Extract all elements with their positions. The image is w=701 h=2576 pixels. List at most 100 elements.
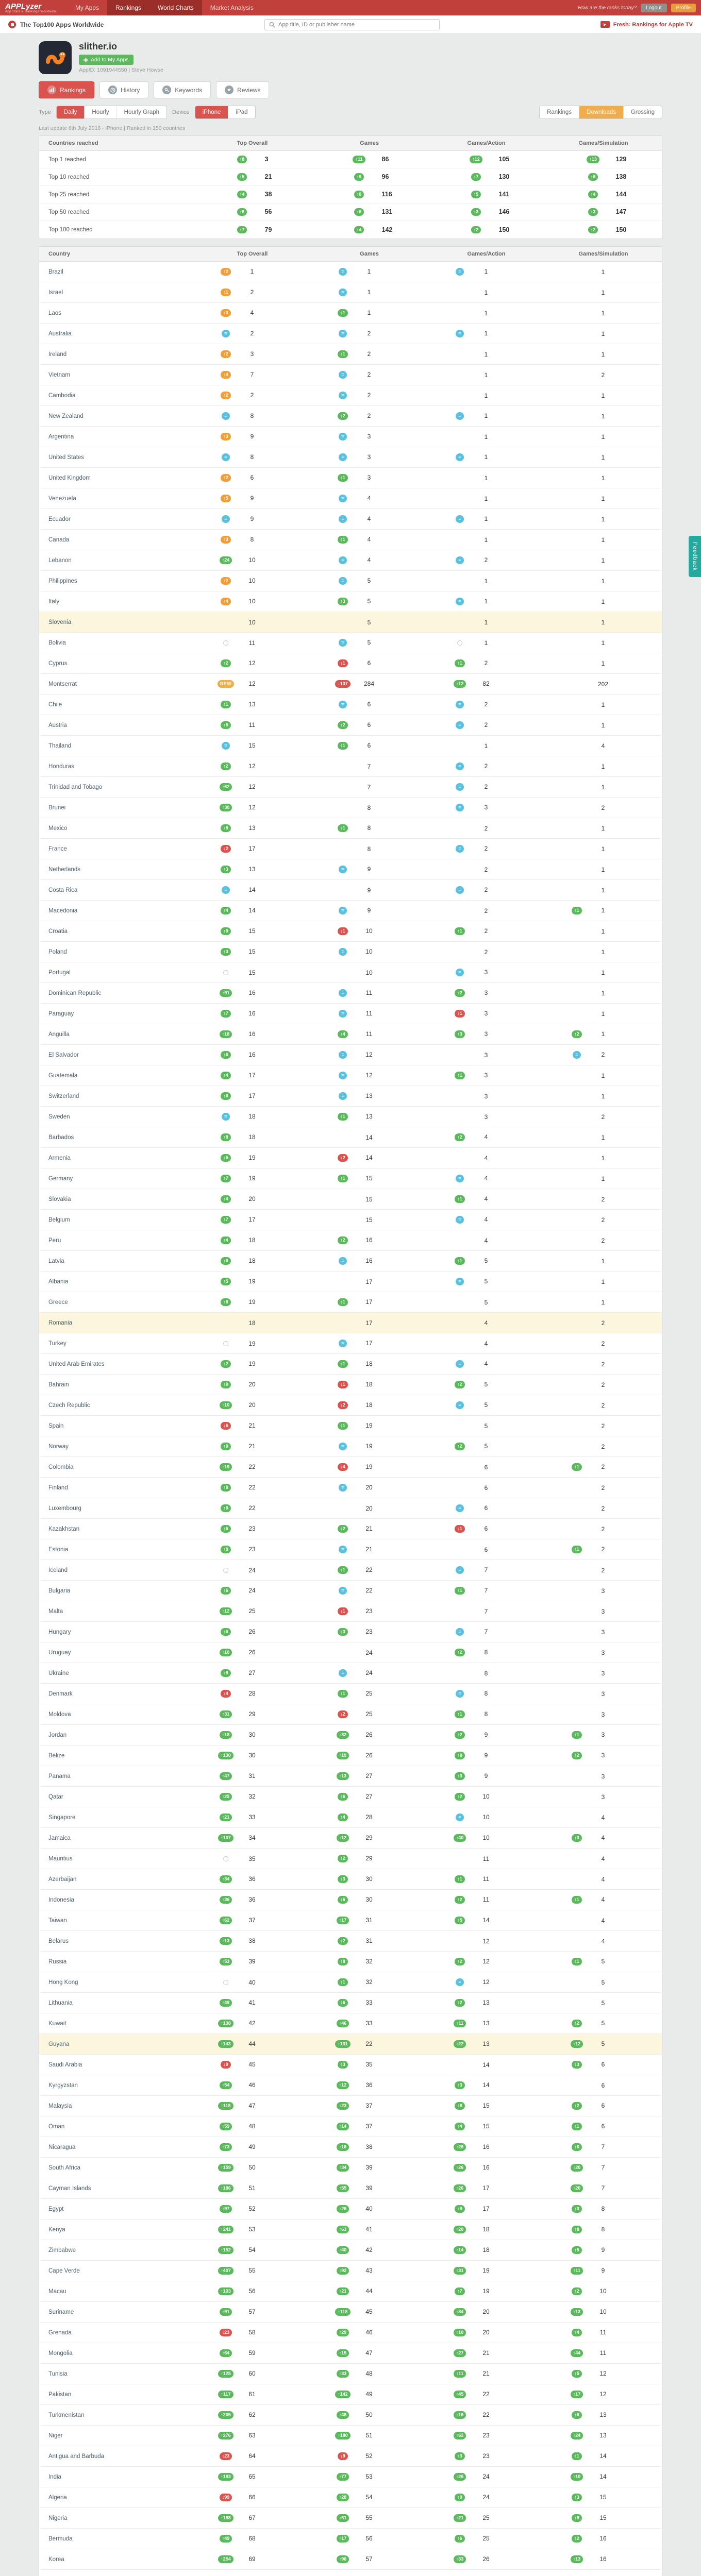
table-row[interactable]: Sweden = 18 ↑1 13 3 2 [39, 1107, 662, 1127]
table-row[interactable]: Qatar ↑25 32 ↑6 27 ↑2 10 3 [39, 1787, 662, 1807]
table-row[interactable]: Dominican Republic ↑91 16 = 11 ↑2 3 1 [39, 983, 662, 1004]
device-iphone-button[interactable]: iPhone [195, 106, 228, 118]
table-row[interactable]: Ireland ↑2 3 ↑1 2 1 1 [39, 344, 662, 365]
table-row[interactable]: Netherlands ↑3 13 = 9 2 1 [39, 859, 662, 880]
table-row[interactable]: Spain ↓6 21 ↑1 19 5 2 [39, 1416, 662, 1436]
table-row[interactable]: Philippines ↑2 10 = 5 1 1 [39, 571, 662, 591]
table-row[interactable]: Portugal 15 10 = 3 1 [39, 962, 662, 983]
table-row[interactable]: Singapore ↑21 33 ↑4 28 = 10 4 [39, 1807, 662, 1828]
table-row[interactable]: United States = 8 = 3 = 1 1 [39, 447, 662, 468]
search-input[interactable] [278, 21, 436, 28]
table-row[interactable]: Venezuela ↑5 9 = 4 1 1 [39, 488, 662, 509]
table-row[interactable]: Cambodia ↑2 2 = 2 1 1 [39, 385, 662, 406]
table-row[interactable]: Moldova ↑31 29 ↓2 25 ↑1 8 3 [39, 1704, 662, 1725]
tab-rankings[interactable]: Rankings [39, 81, 95, 98]
table-row[interactable]: Poland ↑3 15 = 10 2 1 [39, 942, 662, 962]
table-row[interactable]: Cape Verde ↑407 55 ↑92 43 ↑31 19 ↑11 9 [39, 2261, 662, 2281]
table-row[interactable]: Israel ↑1 2 = 1 1 1 [39, 282, 662, 303]
table-row[interactable]: Nigeria ↑188 67 ↑61 55 ↑21 25 ↑8 15 [39, 2508, 662, 2529]
table-row[interactable]: Austria ↑5 11 ↑2 6 = 2 1 [39, 715, 662, 736]
table-row[interactable]: Thailand = 15 ↑1 6 1 4 [39, 736, 662, 756]
table-row[interactable]: Bolivia 11 = 5 1 1 [39, 633, 662, 653]
table-row[interactable]: United Arab Emirates ↑2 19 ↑1 18 = 4 2 [39, 1354, 662, 1375]
add-to-my-apps-button[interactable]: Add to My Apps [79, 55, 133, 65]
table-row[interactable]: Egypt ↑97 52 ↑26 40 ↑9 17 ↑3 8 [39, 2199, 662, 2219]
table-row[interactable]: Iceland 24 ↑1 22 = 7 2 [39, 1560, 662, 1581]
table-row[interactable]: Cyprus ↑2 12 ↓1 6 ↑1 2 1 [39, 653, 662, 674]
nav-my-apps[interactable]: My Apps [75, 4, 99, 11]
table-row[interactable]: Paraguay ↑7 16 = 11 ↓1 3 1 [39, 1004, 662, 1024]
col-games-simulation[interactable]: Games/Simulation [578, 251, 628, 257]
table-row[interactable]: New Zealand = 8 ↑2 2 = 1 1 [39, 406, 662, 427]
table-row[interactable]: Latvia ↑6 18 = 16 ↑1 5 1 [39, 1251, 662, 1272]
table-row[interactable]: Honduras ↑2 12 7 = 2 1 [39, 756, 662, 777]
table-row[interactable]: Lithuania ↑49 41 ↑6 33 ↑2 13 5 [39, 1993, 662, 2013]
table-row[interactable]: Barbados ↑8 18 14 ↑2 4 1 [39, 1127, 662, 1148]
table-row[interactable]: United Kingdom ↑2 6 ↑1 3 1 1 [39, 468, 662, 488]
table-row[interactable]: Mongolia ↑64 59 ↑15 47 ↑27 21 ↑44 11 [39, 2343, 662, 2364]
downloads-view-button[interactable]: Downloads [579, 106, 623, 118]
table-row[interactable]: Belgium ↑7 17 15 = 4 2 [39, 1210, 662, 1230]
table-row[interactable]: Uruguay ↑10 26 24 ↑2 8 3 [39, 1642, 662, 1663]
table-row[interactable]: Ukraine ↑8 27 = 24 8 3 [39, 1663, 662, 1684]
table-row[interactable]: Germany ↑7 19 ↑1 15 = 4 1 [39, 1168, 662, 1189]
table-row[interactable]: Pakistan ↑117 61 ↑142 49 ↑45 22 ↑17 12 [39, 2384, 662, 2405]
type-hourly-graph-button[interactable]: Hourly Graph [116, 106, 166, 118]
table-row[interactable]: Korea ↑254 69 ↑96 57 ↑33 26 ↑13 16 [39, 2549, 662, 2570]
table-row[interactable]: Czech Republic ↑10 20 ↓2 18 = 5 2 [39, 1395, 662, 1416]
logout-button[interactable]: Logout [641, 3, 667, 12]
col-country[interactable]: Country [48, 251, 71, 257]
table-row[interactable]: Peru ↑4 18 ↑2 16 4 2 [39, 1230, 662, 1251]
table-row[interactable]: Kuwait ↑138 42 ↑46 33 ↑11 13 ↑2 5 [39, 2013, 662, 2034]
table-row[interactable]: Bermuda ↑49 68 ↑17 56 ↑6 25 ↑2 16 [39, 2529, 662, 2549]
apple-tv-promo-link[interactable]: Fresh: Rankings for Apple TV [600, 21, 693, 28]
table-row[interactable]: Hungary ↑6 26 ↑3 23 = 7 3 [39, 1622, 662, 1642]
table-row[interactable]: Jordan ↑18 30 ↑32 26 ↑2 9 ↑1 3 [39, 1725, 662, 1745]
table-row[interactable]: Malaysia ↑118 47 ↑23 37 ↑8 15 ↑2 6 [39, 2096, 662, 2116]
type-hourly-button[interactable]: Hourly [84, 106, 116, 118]
top100-link[interactable]: The Top100 Apps Worldwide [8, 21, 104, 28]
table-row[interactable]: Panama ↑47 31 ↑13 27 ↑3 9 3 [39, 1766, 662, 1787]
rankings-view-button[interactable]: Rankings [547, 109, 572, 115]
table-row[interactable]: Kyrgyzstan ↑54 46 ↑12 36 ↑3 14 6 [39, 2075, 662, 2096]
table-row[interactable]: Bahrain ↑9 20 ↓1 18 ↑2 5 2 [39, 1375, 662, 1395]
table-row[interactable]: Belarus ↑13 38 ↑2 31 12 4 [39, 1931, 662, 1952]
table-row[interactable]: Brunei ↑30 12 8 = 3 2 [39, 798, 662, 818]
table-row[interactable]: Croatia ↑9 15 ↓1 10 ↑1 2 1 [39, 921, 662, 942]
nav-world-charts[interactable]: World Charts [149, 0, 202, 15]
table-row[interactable]: Antigua and Barbuda ↓23 64 ↓9 52 ↑3 23 ↑1 14 [39, 2446, 662, 2467]
table-row[interactable]: Canada ↑3 8 ↑1 4 1 1 [39, 530, 662, 550]
col-games-action[interactable]: Games/Action [467, 251, 506, 257]
table-row[interactable]: Armenia ↑5 19 ↓2 14 4 1 [39, 1148, 662, 1168]
grossing-view-button[interactable]: Grossing [623, 106, 662, 118]
table-row[interactable]: Bulgaria ↑6 24 = 22 ↑1 7 3 [39, 1581, 662, 1601]
table-row[interactable]: Romania 18 17 4 2 [39, 1313, 662, 1333]
table-row[interactable]: Italy ↑4 10 ↑3 5 = 1 1 [39, 591, 662, 612]
table-row[interactable]: Belize ↑130 30 ↑19 26 ↑8 9 ↑2 3 [39, 1745, 662, 1766]
table-row[interactable]: Guatemala ↑4 17 = 12 ↑1 3 1 [39, 1065, 662, 1086]
table-row[interactable]: Suriname ↑91 57 ↑118 45 ↑34 20 ↑13 10 [39, 2302, 662, 2323]
table-row[interactable]: Guyana ↑143 44 ↑131 22 ↑22 13 ↑12 5 [39, 2034, 662, 2055]
table-row[interactable]: Indonesia ↑36 36 ↑6 30 ↑2 11 ↑1 4 [39, 1890, 662, 1910]
table-row[interactable]: Cayman Islands ↑186 51 ↑55 39 ↑26 17 ↑20 7 [39, 2178, 662, 2199]
table-row[interactable]: Zimbabwe ↑152 54 ↑40 42 ↑14 18 ↑5 9 [39, 2240, 662, 2261]
table-row[interactable]: St. Vincent and The Grenadines↑36870↑875… [39, 2570, 662, 2576]
table-row[interactable]: Slovenia 10 5 1 1 [39, 612, 662, 633]
table-row[interactable]: Australia = 2 = 2 = 1 1 [39, 324, 662, 344]
type-daily-button[interactable]: Daily [56, 106, 85, 118]
profile-button[interactable]: Profile [671, 3, 696, 12]
table-row[interactable]: France ↓2 17 8 = 2 1 [39, 839, 662, 859]
table-row[interactable]: Saudi Arabia ↓9 45 ↑3 35 14 ↑3 6 [39, 2055, 662, 2075]
table-row[interactable]: Niger ↑276 63 ↑180 51 ↑62 23 ↑24 13 [39, 2426, 662, 2446]
applyzer-logo[interactable]: APPLyzer App Stats & Rankings Worldwide [5, 3, 57, 13]
table-row[interactable]: Trinidad and Tobago ↑62 12 7 = 2 1 [39, 777, 662, 798]
table-row[interactable]: Nicaragua ↑73 49 ↑18 38 ↑26 16 ↑6 7 [39, 2137, 662, 2158]
table-row[interactable]: Brazil ↑2 1 = 1 = 1 1 [39, 262, 662, 282]
table-row[interactable]: Grenada ↓23 58 ↑29 46 ↑10 20 ↑4 11 [39, 2323, 662, 2343]
table-row[interactable]: Jamaica ↑107 34 ↑12 29 ↑40 10 ↑3 4 [39, 1828, 662, 1849]
table-row[interactable]: India ↑193 65 ↑77 53 ↑26 24 ↑10 14 [39, 2467, 662, 2487]
table-row[interactable]: Colombia ↑19 22 ↓4 19 6 ↑1 2 [39, 1457, 662, 1478]
table-row[interactable]: Oman ↑59 48 ↑14 37 ↑4 15 ↑1 6 [39, 2116, 662, 2137]
table-row[interactable]: Luxembourg ↑9 22 20 = 6 2 [39, 1498, 662, 1519]
table-row[interactable]: El Salvador ↑6 16 = 12 3 = 2 [39, 1045, 662, 1065]
